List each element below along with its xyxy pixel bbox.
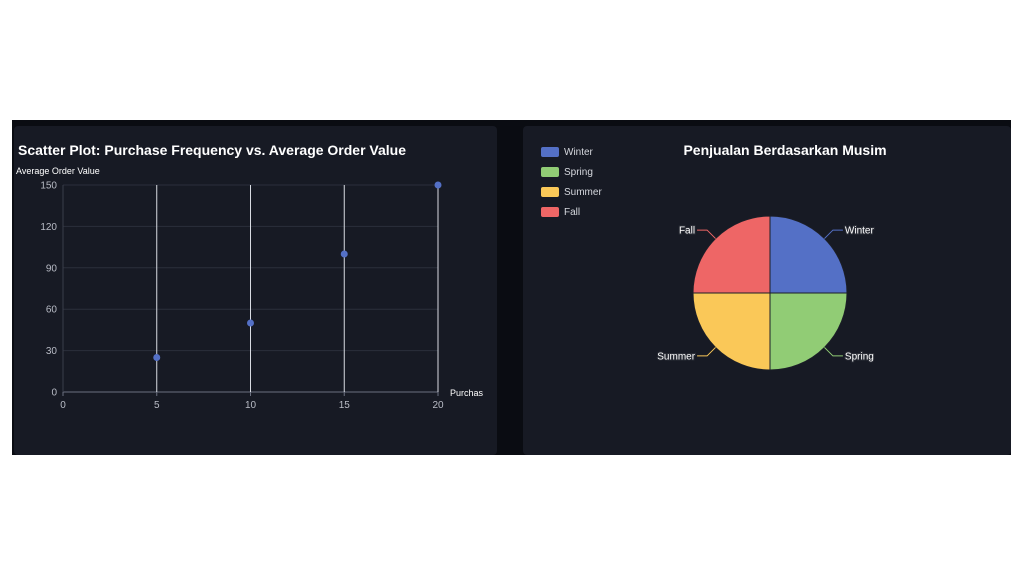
scatter-chart-panel: Scatter Plot: Purchase Frequency vs. Ave… [14, 126, 497, 455]
pie-legend: Winter Spring Summer Fall [541, 142, 602, 222]
x-tick-label: 5 [154, 400, 160, 411]
pie-leader-line [824, 347, 843, 357]
y-tick-label: 0 [51, 388, 57, 399]
x-tick-label: 20 [432, 400, 444, 411]
scatter-point [153, 354, 161, 361]
pie-leader-line [824, 229, 843, 239]
dashboard-canvas: Scatter Plot: Purchase Frequency vs. Ave… [12, 120, 1011, 455]
pie-leader-line [697, 347, 716, 357]
y-tick-label: 30 [46, 346, 58, 357]
legend-label: Winter [564, 146, 593, 158]
scatter-point [247, 319, 254, 327]
x-tick-label: 0 [60, 400, 66, 411]
legend-swatch [541, 207, 559, 217]
scatter-chart-title: Scatter Plot: Purchase Frequency vs. Ave… [18, 142, 407, 158]
legend-label: Fall [564, 206, 581, 218]
legend-item[interactable]: Winter [541, 142, 602, 162]
y-tick-label: 120 [40, 222, 57, 233]
legend-swatch [541, 187, 559, 197]
pie-slice-label: Fall [679, 226, 695, 237]
scatter-point [340, 250, 348, 258]
y-tick-label: 60 [46, 305, 58, 316]
pie-slice [769, 292, 848, 371]
y-axis-title: Average Order Value [16, 166, 100, 176]
pie-slice-label: Summer [657, 351, 695, 362]
scatter-point [434, 181, 442, 189]
x-tick-label: 10 [245, 400, 257, 411]
legend-item[interactable]: Fall [541, 202, 602, 222]
pie-chart-title: Penjualan Berdasarkan Musim [683, 142, 887, 158]
x-tick-label: 15 [339, 400, 351, 411]
legend-item[interactable]: Summer [541, 182, 602, 202]
pie-slice-label: Winter [845, 226, 875, 237]
y-tick-label: 90 [46, 263, 58, 274]
legend-item[interactable]: Spring [541, 162, 602, 182]
legend-label: Summer [564, 186, 602, 198]
legend-swatch [541, 147, 559, 157]
x-axis-title: Purchas [450, 388, 484, 398]
legend-swatch [541, 167, 559, 177]
pie-slice-label: Spring [845, 351, 874, 362]
scatter-chart-svg: 0 30 60 90 120 150 0 5 10 15 20 Average Order Value… [16, 166, 484, 411]
y-tick-label: 150 [40, 181, 57, 192]
pie-slice [692, 292, 771, 371]
pie-leader-line [697, 229, 716, 239]
pie-slice [692, 215, 771, 294]
pie-slice [769, 215, 848, 294]
pie-chart-panel: Winter Spring Summer Fall Penjualan Berdasa… [523, 126, 1011, 455]
legend-label: Spring [564, 166, 593, 178]
